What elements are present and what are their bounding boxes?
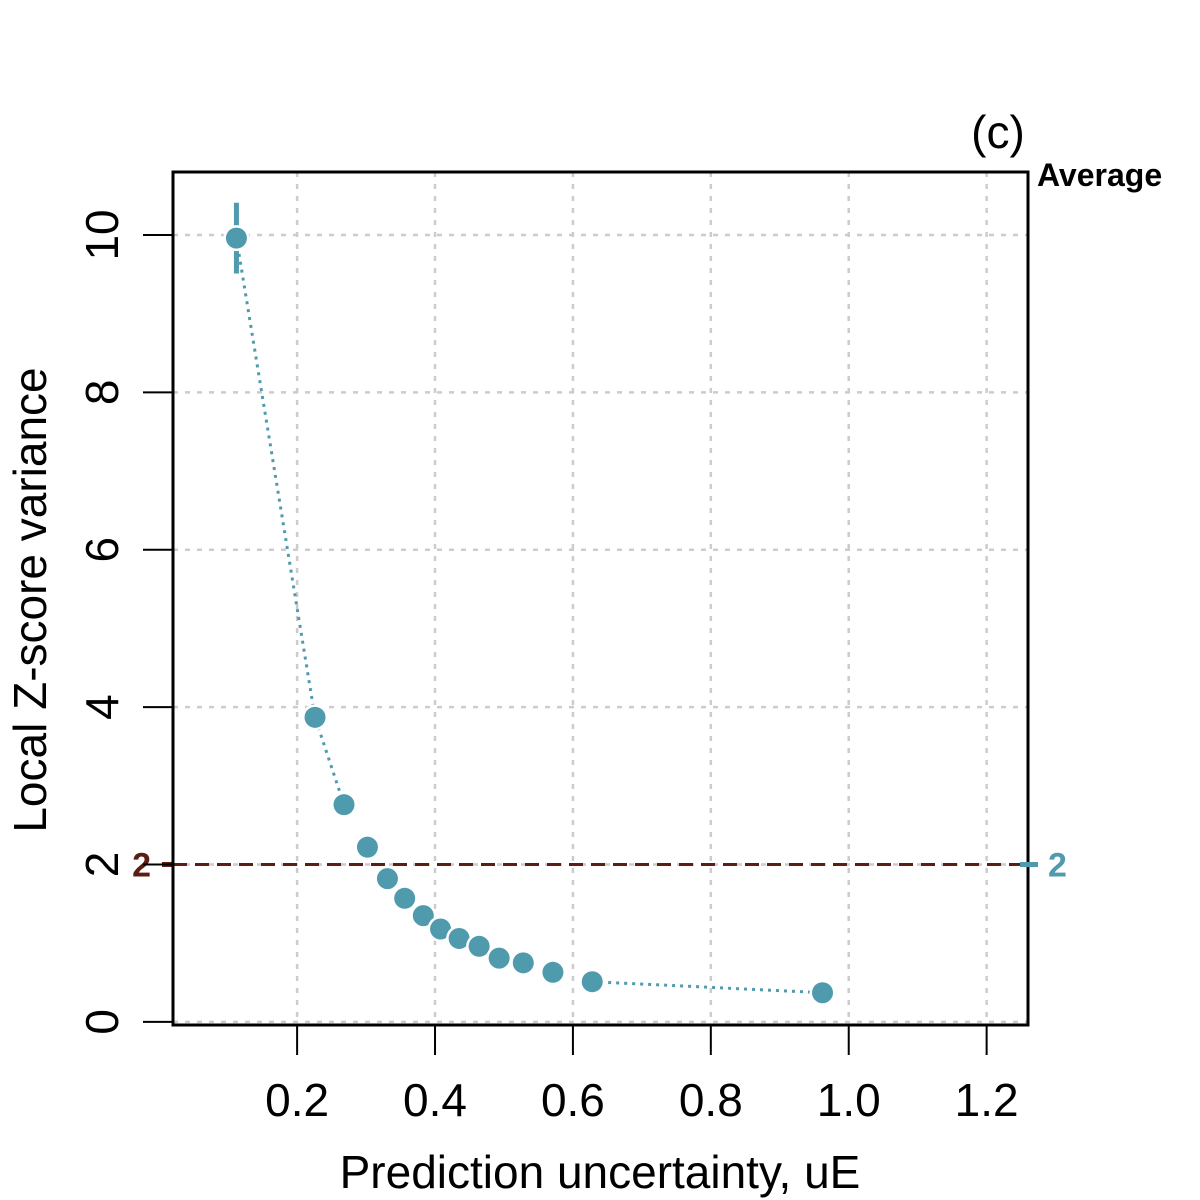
grid xyxy=(173,172,1028,1025)
data-point xyxy=(812,982,834,1004)
panel-label: (c) xyxy=(971,106,1025,158)
x-tick-label: 0.8 xyxy=(679,1074,743,1126)
x-tick-label: 1.2 xyxy=(955,1074,1019,1126)
data-point xyxy=(448,927,470,949)
x-tick-label: 0.4 xyxy=(403,1074,467,1126)
x-axis: 0.2 0.4 0.6 0.8 1.0 1.2 xyxy=(265,1025,1019,1126)
data-points xyxy=(223,202,836,1006)
y-axis-title: Local Z-score variance xyxy=(4,367,56,832)
y-tick-label: 2 xyxy=(76,852,128,878)
plot-frame xyxy=(171,170,1030,1027)
trend-line-group xyxy=(234,237,823,995)
reference-label-left: 2 xyxy=(132,846,151,884)
y-tick-label: 10 xyxy=(76,209,128,260)
data-point xyxy=(376,868,398,890)
trend-line xyxy=(592,980,823,995)
average-axis: 2 xyxy=(1020,846,1067,884)
data-point xyxy=(542,961,564,983)
data-point xyxy=(581,971,603,993)
y-axis: 0 2 4 6 8 10 xyxy=(76,209,173,1035)
data-point xyxy=(356,836,378,858)
x-tick-label: 0.6 xyxy=(541,1074,605,1126)
data-point xyxy=(304,706,326,728)
average-axis-title: Average xyxy=(1037,157,1162,193)
data-point xyxy=(225,227,247,249)
y-tick-label: 0 xyxy=(76,1009,128,1035)
data-point xyxy=(430,918,452,940)
trend-line xyxy=(234,237,346,806)
data-point xyxy=(488,947,510,969)
x-axis-title: Prediction uncertainty, uE xyxy=(340,1146,861,1198)
y-tick-label: 6 xyxy=(76,537,128,563)
y-tick-label: 8 xyxy=(76,380,128,406)
x-tick-label: 0.2 xyxy=(265,1074,329,1126)
average-label: 2 xyxy=(1048,846,1067,884)
data-point xyxy=(412,905,434,927)
data-point xyxy=(512,952,534,974)
data-point xyxy=(468,935,490,957)
x-tick-label: 1.0 xyxy=(817,1074,881,1126)
data-point xyxy=(333,794,355,816)
data-point xyxy=(394,887,416,909)
y-tick-label: 4 xyxy=(76,694,128,720)
